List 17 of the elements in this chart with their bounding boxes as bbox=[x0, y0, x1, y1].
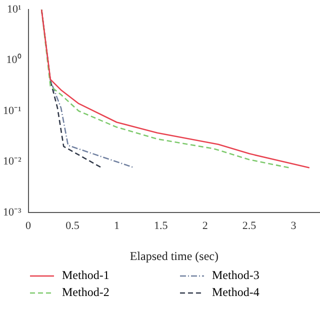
x-tick-label: 0 bbox=[26, 220, 32, 232]
legend-label: Method-1 bbox=[62, 268, 110, 283]
y-tick-label: 10¹ bbox=[6, 3, 22, 16]
legend-label: Method-3 bbox=[212, 268, 260, 283]
legend-label: Method-2 bbox=[62, 285, 110, 300]
y-tick-label: 10⁰ bbox=[6, 53, 22, 66]
y-tick-label: 10⁻³ bbox=[2, 206, 22, 218]
x-tick-label: 1 bbox=[114, 220, 120, 232]
x-tick-label: 3 bbox=[290, 220, 297, 232]
x-tick-label: 2.5 bbox=[242, 220, 257, 232]
y-tick-label: 10⁻¹ bbox=[2, 104, 22, 117]
x-tick-label: 1.5 bbox=[154, 220, 168, 232]
legend-label: Method-4 bbox=[212, 285, 260, 300]
y-tick-label: 10⁻² bbox=[2, 156, 22, 168]
x-axis-title: Elapsed time (sec) bbox=[130, 248, 218, 263]
x-tick-label: 0.5 bbox=[66, 220, 80, 232]
x-tick-label: 2 bbox=[202, 220, 208, 232]
